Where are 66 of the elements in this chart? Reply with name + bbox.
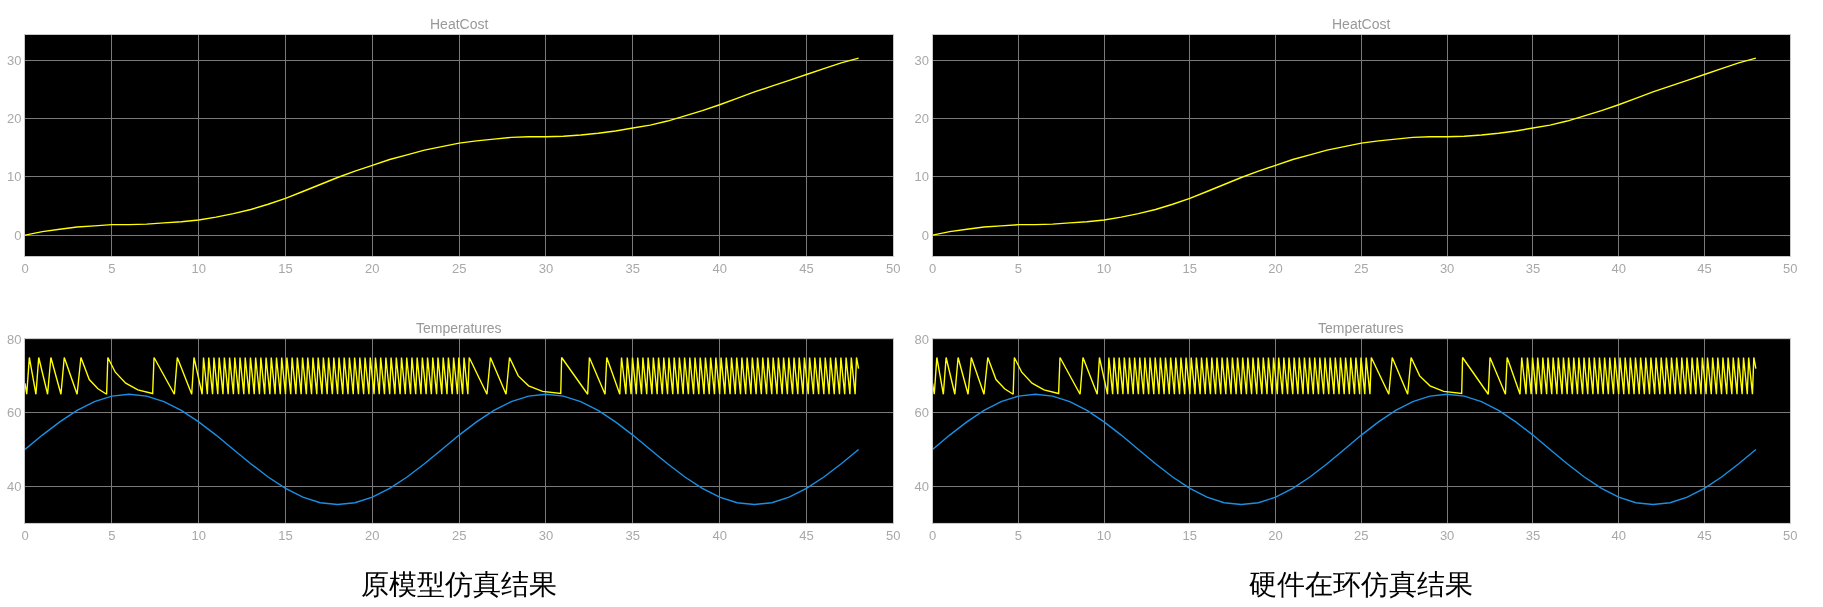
x-tick-label: 45 [1697,527,1712,543]
x-tick-label: 35 [625,260,641,276]
x-tick-label: 20 [365,527,380,543]
text: 硬件在环仿真结果 [1249,568,1473,601]
x-tick-label: 10 [1096,527,1112,543]
x-tick-label: 40 [1611,527,1626,543]
y-tick-label: 60 [914,405,929,421]
y-tick-label: 20 [914,111,929,127]
x-tick-label: 40 [712,260,727,276]
x-tick-label: 50 [886,527,901,543]
x-tick-label: 5 [108,260,116,276]
y-tick-label: 80 [914,331,929,347]
line-series [932,393,1757,506]
x-tick-label: 10 [191,260,206,276]
x-tick-label: 10 [191,527,206,543]
x-tick-label: 45 [799,527,814,543]
x-tick-label: 25 [1354,260,1369,276]
chart-title: Temperatures [1318,320,1404,336]
x-tick-label: 30 [538,260,554,276]
y-tick-label: 40 [6,478,22,494]
x-tick-label: 30 [1439,527,1455,543]
line-series [25,57,860,236]
x-tick-label: 15 [1182,260,1198,276]
line-series [25,393,860,506]
line-series [932,57,1757,236]
x-tick-label: 5 [1014,527,1022,543]
y-tick-label: 40 [914,478,929,494]
chart-title: HeatCost [1332,16,1391,32]
x-tick-label: 25 [1354,527,1369,543]
y-tick-label: 60 [6,405,22,421]
x-tick-label: 30 [1439,260,1455,276]
x-tick-label: 45 [799,260,814,276]
line-series [932,356,1757,395]
x-tick-label: 5 [1014,260,1022,276]
y-tick-label: 0 [14,227,22,243]
x-tick-label: 15 [1182,527,1198,543]
y-tick-label: 30 [6,53,22,69]
x-tick-label: 20 [1268,527,1283,543]
x-tick-label: 50 [1782,260,1798,276]
x-tick-label: 15 [278,260,293,276]
y-tick-label: 20 [6,111,22,127]
x-tick-label: 30 [538,527,554,543]
y-tick-label: 0 [921,227,929,243]
x-tick-label: 45 [1697,260,1712,276]
y-tick-label: 30 [914,53,929,69]
x-tick-label: 25 [451,260,467,276]
x-tick-label: 25 [451,527,467,543]
y-tick-label: 80 [6,331,22,347]
x-tick-label: 40 [712,527,727,543]
x-tick-label: 5 [108,527,116,543]
x-tick-label: 50 [1782,527,1798,543]
chart-title: Temperatures [416,320,502,336]
text: 原模型仿真结果 [361,568,557,601]
x-tick-label: 50 [886,260,901,276]
x-tick-label: 35 [1525,527,1541,543]
y-tick-label: 10 [914,169,929,185]
x-tick-label: 10 [1096,260,1112,276]
x-tick-label: 20 [365,260,380,276]
line-series [25,356,860,395]
y-tick-label: 10 [6,169,22,185]
chart-title: HeatCost [430,16,489,32]
x-tick-label: 20 [1268,260,1283,276]
x-tick-label: 35 [625,527,641,543]
x-tick-label: 15 [278,527,293,543]
x-tick-label: 40 [1611,260,1626,276]
x-tick-label: 35 [1525,260,1541,276]
